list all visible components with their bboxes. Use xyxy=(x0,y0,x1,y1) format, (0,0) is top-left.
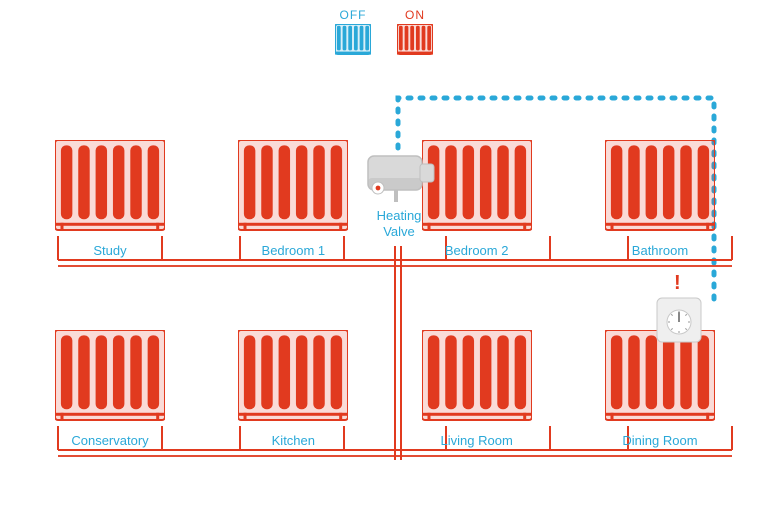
heating-valve-label-2: Valve xyxy=(383,224,415,239)
legend: OFF ON xyxy=(335,8,433,56)
radiator-bedroom1 xyxy=(238,140,348,237)
heating-diagram: OFF ON Study xyxy=(0,0,768,518)
room-bedroom1: Bedroom 1 xyxy=(228,140,358,258)
radiator-livingroom xyxy=(422,330,532,427)
thermostat-icon xyxy=(655,296,703,344)
room-label-livingroom: Living Room xyxy=(441,433,513,448)
heating-valve: Heating Valve xyxy=(360,148,438,239)
radiator-kitchen xyxy=(238,330,348,427)
heating-valve-label: Heating Valve xyxy=(377,208,422,239)
legend-on: ON xyxy=(397,8,433,56)
radiator-conservatory xyxy=(55,330,165,427)
room-conservatory: Conservatory xyxy=(45,330,175,448)
room-label-bedroom1: Bedroom 1 xyxy=(262,243,326,258)
room-label-bedroom2: Bedroom 2 xyxy=(445,243,509,258)
room-livingroom: Living Room xyxy=(412,330,542,448)
room-study: Study xyxy=(45,140,175,258)
legend-on-label: ON xyxy=(405,8,425,22)
alert-icon: ! xyxy=(674,272,681,295)
room-label-bathroom: Bathroom xyxy=(632,243,688,258)
radiator-diningroom xyxy=(605,330,715,427)
legend-off-radiator xyxy=(335,24,371,56)
legend-off: OFF xyxy=(335,8,371,56)
room-label-kitchen: Kitchen xyxy=(272,433,315,448)
heating-valve-label-1: Heating xyxy=(377,208,422,223)
legend-on-radiator xyxy=(397,24,433,56)
radiator-row-2: Conservatory Kitchen Living Room Dining … xyxy=(45,330,725,448)
room-label-study: Study xyxy=(93,243,126,258)
room-bathroom: Bathroom xyxy=(595,140,725,258)
radiator-bathroom xyxy=(605,140,715,237)
room-label-diningroom: Dining Room xyxy=(622,433,697,448)
radiator-study xyxy=(55,140,165,237)
radiator-bedroom2 xyxy=(422,140,532,237)
room-diningroom: Dining Room xyxy=(595,330,725,448)
room-label-conservatory: Conservatory xyxy=(71,433,148,448)
room-kitchen: Kitchen xyxy=(228,330,358,448)
heating-valve-icon xyxy=(360,148,438,204)
legend-off-label: OFF xyxy=(340,8,367,22)
